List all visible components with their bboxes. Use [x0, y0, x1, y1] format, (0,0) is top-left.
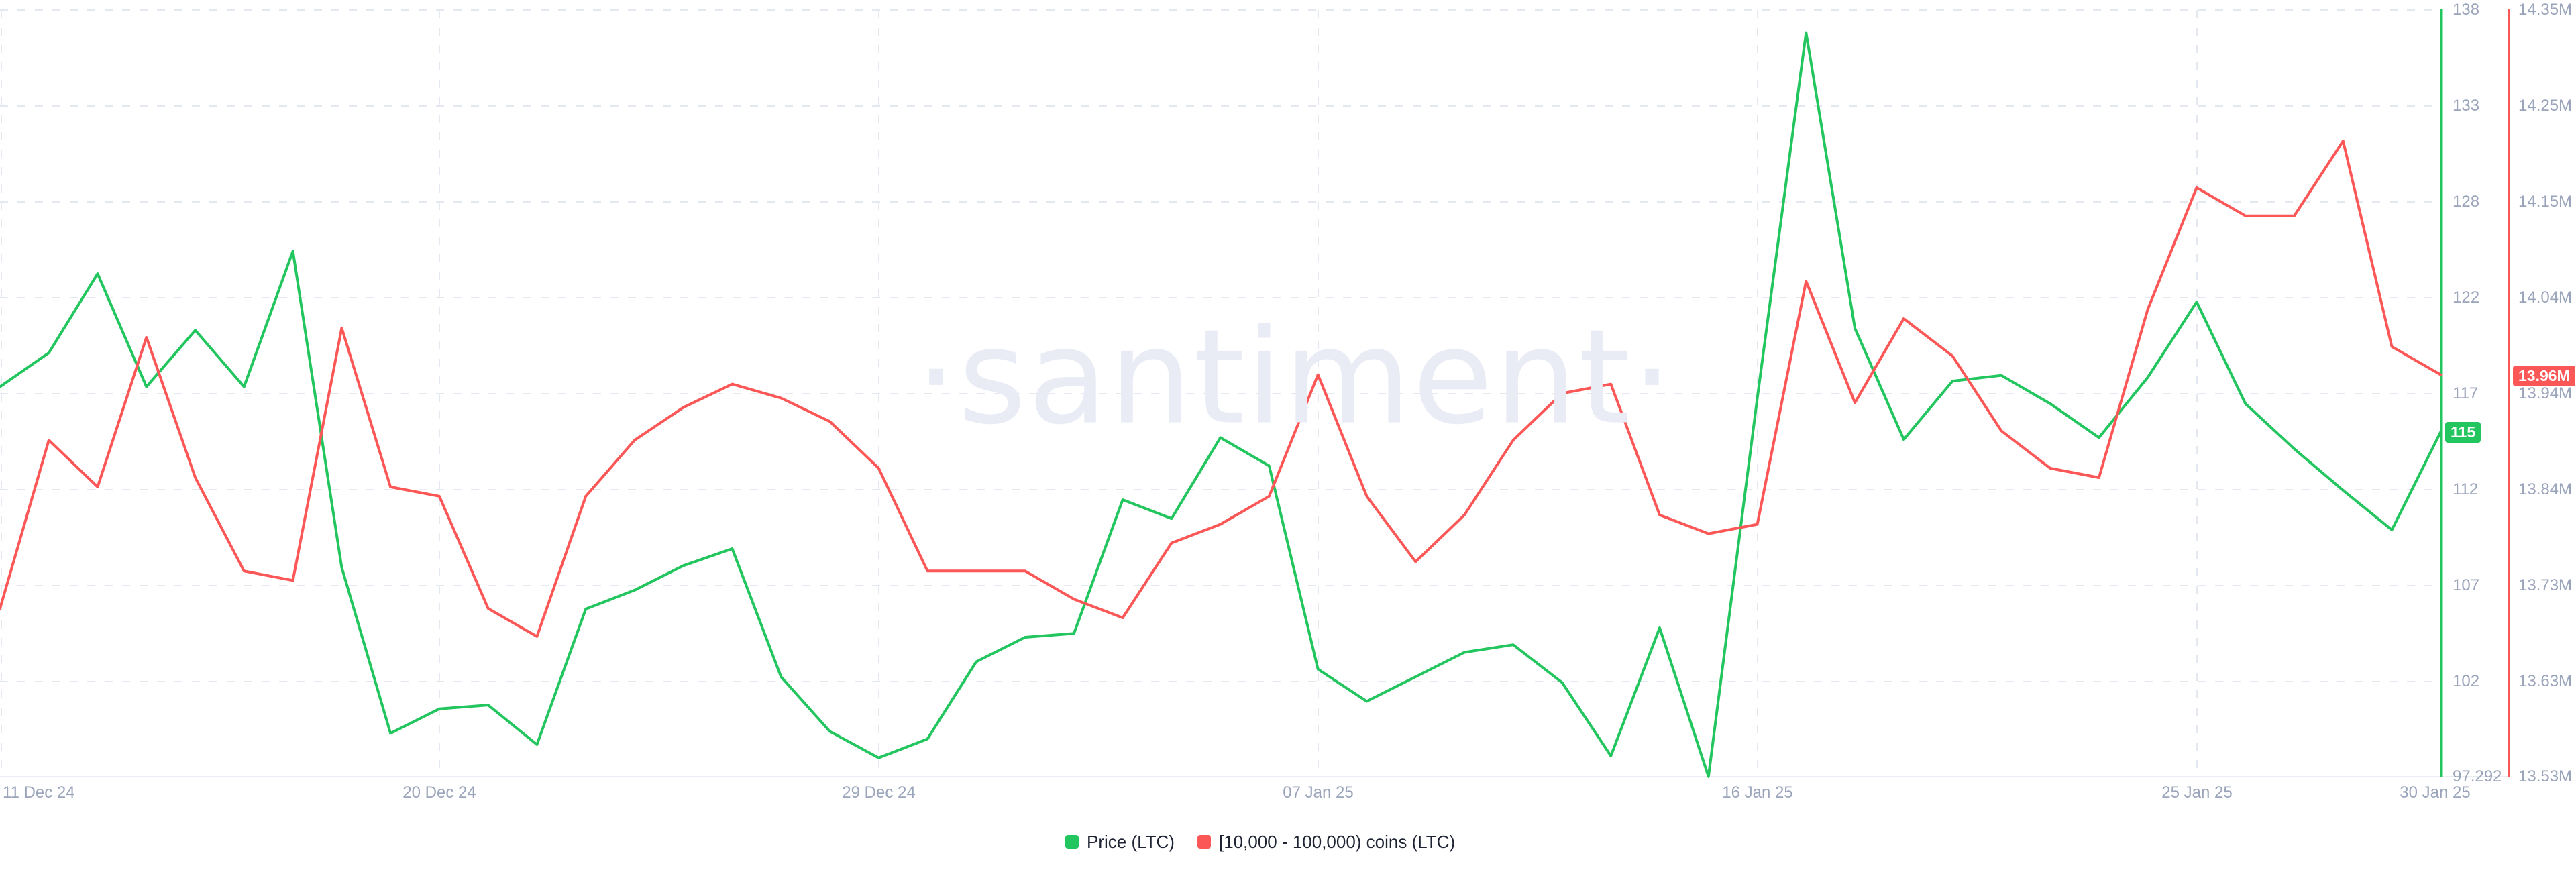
supply-tick: 13.84M [2518, 480, 2573, 498]
red-square-icon [1197, 835, 1211, 849]
santiment-watermark: ·santiment· [915, 301, 1674, 453]
price-tick: 97.292 [2453, 767, 2502, 785]
supply-tick: 13.73M [2518, 576, 2573, 594]
grid-layer [0, 9, 2510, 777]
price-line [0, 31, 2443, 778]
legend-item-price[interactable]: Price (LTC) [1065, 832, 1175, 852]
price-tick: 128 [2453, 193, 2480, 211]
price-tick: 107 [2453, 576, 2480, 594]
date-tick: 16 Jan 25 [1722, 783, 1793, 802]
green-square-icon [1065, 835, 1079, 849]
date-tick: 29 Dec 24 [842, 783, 916, 802]
supply-current-badge: 13.96M [2513, 366, 2575, 386]
date-tick: 07 Jan 25 [1283, 783, 1354, 802]
legend: Price (LTC) [10,000 - 100,000) coins (LT… [1065, 832, 1455, 852]
supply-tick: 14.35M [2518, 1, 2573, 19]
legend-label-supply: [10,000 - 100,000) coins (LTC) [1218, 832, 1456, 852]
price-tick: 102 [2453, 672, 2480, 690]
legend-item-supply[interactable]: [10,000 - 100,000) coins (LTC) [1197, 832, 1455, 852]
price-tick: 133 [2453, 97, 2480, 115]
date-tick: 25 Jan 25 [2161, 783, 2233, 802]
price-tick: 122 [2453, 288, 2480, 307]
supply-line [0, 140, 2443, 638]
supply-tick: 13.53M [2518, 767, 2573, 785]
date-tick: 20 Dec 24 [402, 783, 476, 802]
price-tick: 112 [2453, 480, 2479, 498]
legend-label-price: Price (LTC) [1087, 832, 1175, 852]
price-current-badge: 115 [2445, 422, 2481, 443]
price-tick: 138 [2453, 1, 2480, 19]
supply-tick: 14.04M [2518, 288, 2573, 307]
date-tick: 11 Dec 24 [3, 783, 75, 802]
series-layer [0, 31, 2443, 778]
price-tick: 117 [2453, 384, 2479, 402]
supply-tick: 14.15M [2518, 193, 2573, 211]
supply-tick: 13.94M [2518, 384, 2573, 402]
supply-tick: 14.25M [2518, 97, 2573, 115]
supply-tick: 13.63M [2518, 672, 2573, 690]
date-tick: 30 Jan 25 [2400, 783, 2471, 802]
